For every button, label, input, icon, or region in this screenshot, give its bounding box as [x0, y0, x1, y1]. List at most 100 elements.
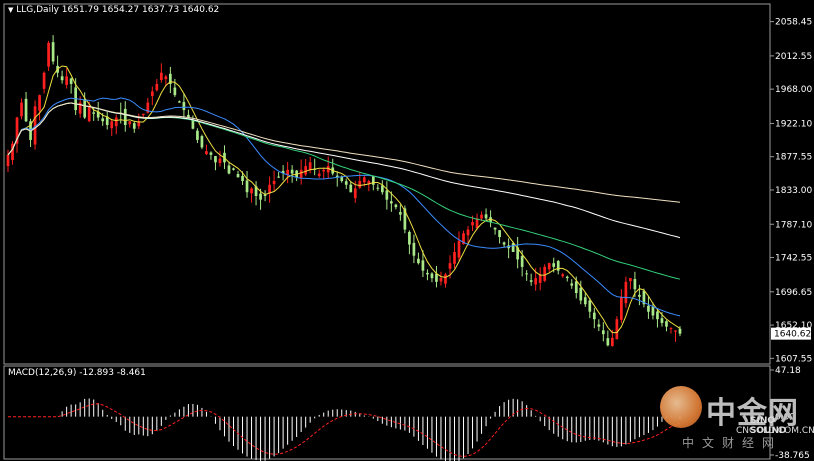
- candle-body: [462, 233, 465, 245]
- ma60-line: [7, 102, 681, 280]
- candle-body: [660, 318, 664, 323]
- candle-body: [110, 121, 114, 129]
- candle-body: [466, 229, 470, 236]
- candle-body: [326, 166, 330, 173]
- candle-body: [358, 181, 362, 188]
- candle-body: [444, 274, 447, 284]
- candle-body: [146, 102, 150, 113]
- candle-body: [624, 281, 628, 304]
- candle-body: [651, 306, 655, 316]
- macd-signal-value: -8.461: [116, 368, 146, 378]
- candle-body: [588, 300, 592, 312]
- price-tick-label: 1833.00: [775, 186, 812, 196]
- candle-body: [493, 227, 497, 230]
- candle-body: [399, 212, 402, 215]
- candle-body: [169, 73, 172, 84]
- candle-body: [114, 117, 118, 127]
- brand-logo-icon: [660, 386, 702, 428]
- candle-body: [51, 42, 55, 62]
- candle-body: [254, 186, 258, 196]
- candle-body: [191, 120, 195, 129]
- candle-body: [665, 321, 668, 327]
- price-tick-label: 1922.10: [775, 119, 812, 129]
- candle-body: [516, 247, 519, 260]
- macd-tick-label: -38.765: [775, 451, 810, 461]
- candle-body: [268, 184, 271, 194]
- candle-body: [308, 162, 312, 171]
- candle-body: [448, 263, 452, 269]
- brand-url: CNGOLD.COM.CN: [736, 426, 814, 436]
- candle-body: [457, 240, 461, 258]
- macd-tick-label: 47.18: [775, 366, 801, 376]
- candle-body: [583, 297, 587, 305]
- candle-body: [511, 243, 515, 252]
- candle-body: [241, 175, 244, 182]
- candle-body: [15, 117, 19, 144]
- candle-body: [362, 177, 366, 183]
- candle-body: [60, 76, 64, 81]
- candle-body: [380, 185, 384, 193]
- macd-panel-frame: [3, 365, 771, 460]
- ma5-line: [7, 65, 681, 334]
- candle-body: [227, 165, 231, 174]
- candle-body: [322, 169, 326, 172]
- candle-body: [633, 279, 637, 290]
- candle-body: [570, 283, 574, 286]
- candle-body: [33, 106, 37, 145]
- candle-body: [317, 173, 321, 177]
- candle-body: [11, 143, 14, 161]
- candle-body: [272, 181, 276, 185]
- candle-body: [647, 305, 650, 312]
- chart-header: ▼ LLG,Daily 1651.79 1654.27 1637.73 1640…: [8, 5, 219, 15]
- candle-body: [498, 230, 501, 238]
- current-price-label: 1640.62: [774, 330, 811, 340]
- candle-body: [565, 276, 569, 279]
- price-tick-label: 1607.55: [775, 354, 812, 364]
- price-tick-label: 2058.45: [775, 18, 812, 28]
- candle-body: [538, 274, 542, 283]
- candle-body: [552, 263, 556, 267]
- candle-body: [47, 42, 50, 67]
- candle-body: [412, 242, 416, 256]
- candle-body: [6, 154, 10, 167]
- candle-body: [335, 175, 339, 178]
- candle-body: [245, 180, 249, 193]
- candle-body: [417, 258, 420, 264]
- candle-body: [579, 287, 583, 301]
- candle-body: [376, 187, 380, 189]
- candle-body: [290, 169, 294, 174]
- candle-body: [367, 181, 371, 184]
- candle-body: [678, 328, 682, 334]
- candle-body: [182, 102, 186, 111]
- price-tick-label: 1877.55: [775, 153, 812, 163]
- candle-body: [610, 337, 614, 346]
- price-tick-label: 1652.10: [775, 321, 812, 331]
- candle-body: [674, 330, 677, 332]
- candle-body: [471, 222, 474, 226]
- candle-body: [430, 273, 434, 279]
- candle-body: [155, 83, 159, 91]
- candle-body: [159, 72, 163, 80]
- candle-body: [101, 118, 105, 122]
- candle-body: [340, 176, 344, 182]
- candle-body: [421, 260, 425, 271]
- dropdown-triangle-icon[interactable]: ▼: [8, 6, 14, 14]
- candle-body: [453, 251, 456, 264]
- candle-body: [42, 72, 46, 89]
- candle-body: [173, 87, 177, 96]
- candle-body: [87, 106, 91, 122]
- macd-label: MACD(12,26,9): [8, 368, 77, 378]
- candle-body: [638, 294, 641, 297]
- current-price-box: [771, 327, 811, 340]
- price-tick-label: 1742.55: [775, 254, 812, 264]
- candle-body: [525, 273, 529, 275]
- candle-body: [263, 194, 267, 196]
- candle-body: [128, 121, 132, 125]
- candle-body: [480, 214, 483, 219]
- candle-body: [620, 296, 623, 320]
- candle-body: [209, 152, 213, 155]
- candle-body: [277, 176, 280, 178]
- candle-body: [205, 151, 208, 155]
